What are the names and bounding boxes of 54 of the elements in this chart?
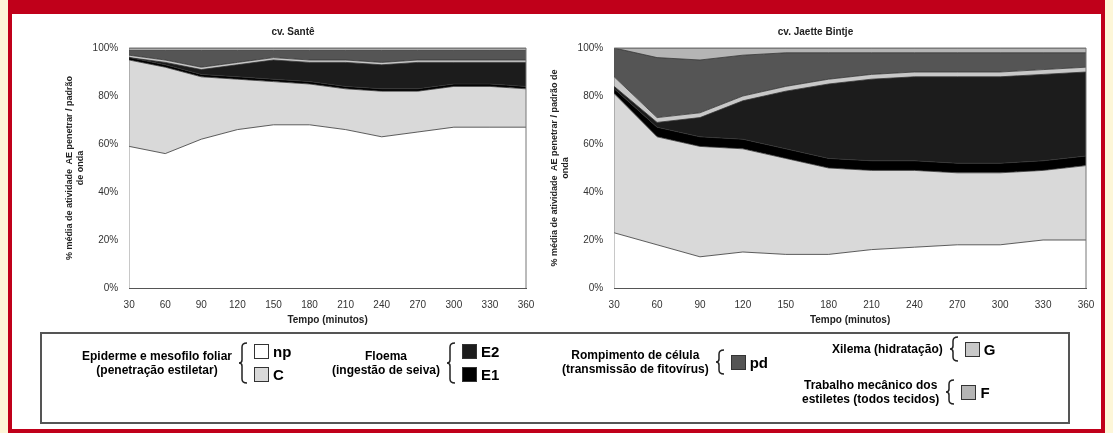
text: Epiderme e mesofilo foliar (penetração estiletar) — [82, 349, 233, 377]
x-tick-label: 210 — [863, 298, 881, 310]
x-tick-label: 90 — [694, 298, 706, 310]
chart-title: cv. Santê — [271, 25, 316, 37]
text: Floema (ingestão de seiva) — [332, 349, 441, 377]
x-tick-label: 60 — [651, 298, 664, 310]
y-tick-label: 40% — [98, 185, 119, 197]
chart-title: cv. Jaette Bintje — [777, 25, 854, 37]
legend-label: F — [980, 383, 990, 401]
legend-label: C — [273, 366, 284, 383]
x-tick-label: 240 — [373, 298, 391, 310]
y-tick-label: 40% — [583, 185, 604, 197]
x-tick-label: 60 — [159, 298, 172, 310]
x-tick-label: 150 — [265, 298, 283, 310]
x-tick-label: 270 — [948, 298, 967, 310]
x-tick-label: 330 — [481, 298, 499, 310]
x-tick-label: 150 — [777, 298, 795, 310]
x-tick-label: 180 — [301, 298, 319, 310]
text: Rompimento de célula (transmissão de fitovírus) — [562, 348, 709, 376]
x-tick-label: 30 — [123, 298, 136, 310]
x-tick-label: 270 — [409, 298, 427, 310]
x-tick-label: 120 — [229, 298, 247, 310]
legend-label: np — [273, 343, 292, 360]
text: Trabalho mecânico dos estiletes (todos tecidos) — [802, 378, 940, 406]
x-axis-title: Tempo (minutos) — [287, 313, 368, 325]
legend-label: G — [983, 340, 996, 358]
y-tick-label: 100% — [92, 41, 119, 53]
x-tick-label: 120 — [734, 298, 752, 310]
x-tick-label: 330 — [1034, 298, 1052, 310]
y-tick-label: 0% — [588, 281, 604, 293]
x-tick-label: 360 — [517, 298, 535, 310]
y-tick-label: 0% — [103, 281, 119, 293]
x-tick-label: 90 — [195, 298, 208, 310]
x-tick-label: 30 — [608, 298, 621, 310]
y-axis-title: % média de atividade AE penetrar / padrão de onda — [548, 69, 570, 267]
legend-label: pd — [749, 353, 769, 371]
x-tick-label: 360 — [1077, 298, 1095, 310]
y-tick-label: 60% — [98, 137, 119, 149]
legend-label: E1 — [481, 366, 500, 383]
x-tick-label: 180 — [820, 298, 838, 310]
text: Xilema (hidratação) — [832, 342, 943, 356]
y-axis-title: % média de atividade AE penetrar / padrão de onda — [63, 75, 85, 261]
y-tick-label: 100% — [577, 41, 604, 53]
x-tick-label: 240 — [906, 298, 924, 310]
y-tick-label: 60% — [583, 137, 604, 149]
y-tick-label: 80% — [98, 89, 119, 101]
x-tick-label: 210 — [337, 298, 355, 310]
legend-label: E2 — [481, 343, 500, 360]
y-tick-label: 20% — [98, 233, 119, 245]
x-axis-title: Tempo (minutos) — [809, 313, 891, 325]
y-tick-label: 80% — [583, 89, 604, 101]
y-tick-label: 20% — [583, 233, 604, 245]
x-tick-label: 300 — [991, 298, 1009, 310]
x-tick-label: 300 — [445, 298, 463, 310]
